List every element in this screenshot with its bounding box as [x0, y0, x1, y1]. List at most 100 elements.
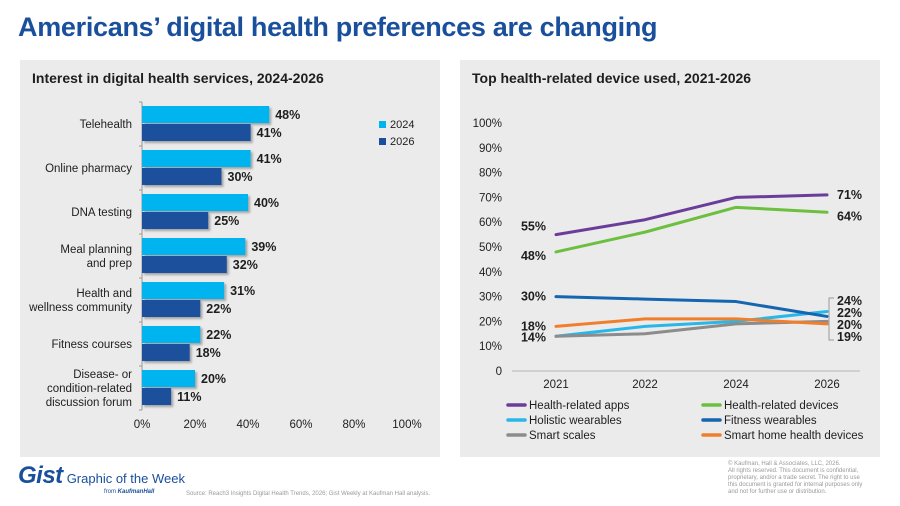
series-line-Fitness wearables [554, 295, 829, 318]
x-tick-label: 60% [289, 419, 312, 431]
source-note: Source: Reach3 Insights Digital Health T… [186, 491, 431, 497]
legend-label: Health-related apps [529, 400, 630, 412]
x-tick-label: 2024 [723, 379, 749, 391]
start-value-label: 48% [521, 249, 546, 263]
y-tick-label: 90% [479, 143, 502, 155]
series-line-Smart home health devices [554, 317, 829, 328]
gist-logo: Gist Graphic of the Week [18, 462, 185, 490]
bar-value-label: 22% [206, 328, 231, 342]
bar-2026 [142, 344, 190, 361]
y-tick-label: 0 [496, 366, 502, 378]
start-value-label: 14% [521, 330, 546, 344]
bar-2024 [142, 370, 195, 387]
legend-swatch-2024 [379, 121, 386, 128]
left-chart-title: Interest in digital health services, 202… [32, 70, 324, 86]
y-tick-label: 100% [473, 118, 502, 130]
category-label: Telehealth [80, 119, 132, 131]
end-value-label: 19% [837, 330, 862, 344]
category-label: Disease- or [73, 369, 132, 381]
bar-2026 [142, 124, 251, 141]
category-label: and prep [87, 258, 132, 270]
y-tick-label: 50% [479, 242, 502, 254]
bar-value-label: 48% [275, 108, 300, 122]
legend-label: Fitness wearables [724, 415, 817, 427]
legend-label: 2026 [390, 136, 414, 148]
from-company: from KaufmanHall [104, 489, 154, 495]
bar-2026 [142, 256, 227, 273]
y-tick-label: 40% [479, 267, 502, 279]
bar-2024 [142, 282, 225, 299]
x-tick-label: 100% [392, 419, 421, 431]
bar-value-label: 39% [251, 240, 276, 254]
x-tick-label: 20% [183, 419, 206, 431]
y-tick-label: 10% [479, 341, 502, 353]
category-label: discussion forum [46, 397, 132, 409]
bar-value-label: 40% [254, 196, 279, 210]
y-tick-label: 30% [479, 292, 502, 304]
graphic-of-week-label: Graphic of the Week [66, 471, 185, 486]
right-chart-panel: Top health-related device used, 2021-202… [460, 60, 880, 457]
end-value-label: 20% [837, 318, 862, 332]
bar-2024 [142, 238, 246, 255]
bar-2024 [142, 150, 251, 167]
start-value-label: 18% [521, 319, 546, 333]
copyright-line: © Kaufman, Hall & Associates, LLC, 2026. [728, 461, 841, 467]
left-chart-panel: Interest in digital health services, 202… [20, 60, 440, 457]
series-line-Health-related devices [554, 205, 829, 254]
category-label: Health and [76, 288, 132, 300]
end-value-label: 24% [837, 294, 862, 308]
y-tick-label: 70% [479, 192, 502, 204]
from-label: from [104, 489, 116, 495]
company-name: KaufmanHall [117, 489, 155, 495]
series-line-Health-related apps [554, 193, 829, 237]
category-label: wellness community [28, 302, 132, 314]
copyright-line: and not for further use or distribution. [728, 489, 827, 495]
bar-chart: Telehealth 48% 41% Online pharmacy 41% 30% DNA… [28, 101, 422, 431]
right-chart-title: Top health-related device used, 2021-202… [472, 70, 752, 86]
end-value-label: 71% [837, 188, 862, 202]
legend-label: Holistic wearables [529, 415, 622, 427]
bar-value-label: 32% [233, 258, 258, 272]
end-value-label: 64% [837, 209, 862, 223]
legend-swatch-2026 [379, 138, 386, 145]
line-chart: 0 10% 20% 30% 40% 50% 60% 70% 80% 90% 100% 2021 2022… [473, 118, 864, 442]
copyright-note: © Kaufman, Hall & Associates, LLC, 2026.… [728, 461, 888, 496]
bar-value-label: 30% [228, 170, 253, 184]
series-line-Holistic wearables [554, 309, 829, 338]
bar-value-label: 41% [257, 152, 282, 166]
bar-2026 [142, 300, 201, 317]
bar-2026 [142, 212, 209, 229]
bar-2026 [142, 168, 222, 185]
category-label: Fitness courses [51, 339, 132, 351]
copyright-line: All rights reserved. This document is co… [728, 468, 859, 474]
bar-2024 [142, 326, 201, 343]
legend-label: Smart home health devices [724, 430, 864, 442]
category-label: DNA testing [71, 207, 132, 219]
bar-2026 [142, 388, 172, 405]
bar-value-label: 22% [206, 302, 231, 316]
bar-value-label: 18% [196, 346, 221, 360]
start-value-label: 30% [521, 290, 546, 304]
x-tick-label: 0% [134, 419, 151, 431]
copyright-line: proprietary, and/or a trade secret. The … [728, 475, 860, 481]
x-tick-label: 2026 [814, 379, 840, 391]
x-tick-label: 40% [236, 419, 259, 431]
bar-2024 [142, 106, 270, 123]
legend-label: Smart scales [529, 430, 596, 442]
x-tick-label: 80% [342, 419, 365, 431]
y-tick-label: 80% [479, 168, 502, 180]
page-title: Americans’ digital health preferences ar… [18, 12, 658, 42]
bar-value-label: 20% [201, 372, 226, 386]
start-value-label: 55% [521, 220, 546, 234]
x-tick-label: 2021 [543, 379, 569, 391]
category-label: Online pharmacy [45, 163, 132, 175]
y-tick-label: 60% [479, 217, 502, 229]
gist-wordmark: Gist [18, 462, 63, 489]
bar-2024 [142, 194, 248, 211]
legend-label: 2024 [390, 119, 414, 131]
category-label: Meal planning [60, 244, 132, 256]
bar-value-label: 41% [257, 126, 282, 140]
bar-value-label: 11% [177, 390, 201, 404]
legend-label: Health-related devices [724, 400, 839, 412]
bar-value-label: 31% [230, 284, 255, 298]
